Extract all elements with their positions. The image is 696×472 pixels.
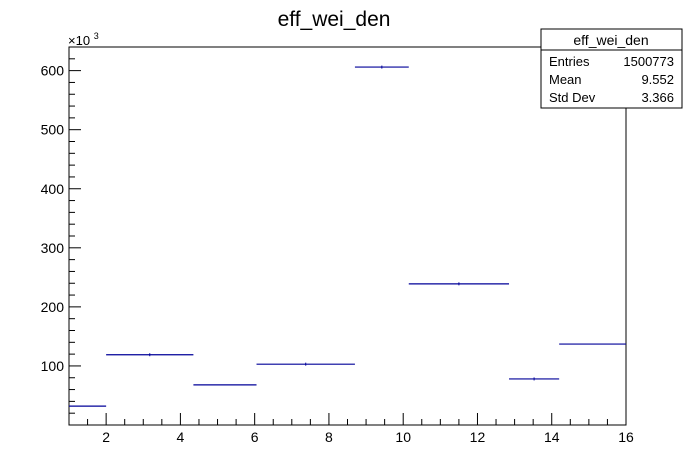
y-tick-label-500: 500	[41, 122, 65, 138]
stats-entries-value: 1500773	[623, 54, 674, 69]
stats-mean-value: 9.552	[641, 72, 674, 87]
y-tick-label-400: 400	[41, 181, 65, 197]
stats-stddev-value: 3.366	[641, 90, 674, 105]
x-tick-label-6: 6	[251, 429, 259, 445]
y-multiplier-base: ×10	[68, 33, 90, 48]
y-tick-label-300: 300	[41, 240, 65, 256]
axes: 2 4 6 8 10 12 14 16 100 200 300 400 500 600	[41, 46, 634, 445]
x-tick-label-12: 12	[470, 429, 486, 445]
chart-title: eff_wei_den	[278, 8, 391, 31]
x-tick-label-10: 10	[395, 429, 411, 445]
stats-box-title: eff_wei_den	[573, 32, 648, 48]
y-tick-label-600: 600	[41, 63, 65, 79]
y-multiplier-exponent: 3	[94, 31, 99, 41]
y-axis-multiplier: ×10 3	[68, 31, 99, 48]
y-tick-label-200: 200	[41, 299, 65, 315]
x-tick-label-14: 14	[544, 429, 560, 445]
x-tick-label-2: 2	[102, 429, 110, 445]
stats-mean-label: Mean	[549, 72, 582, 87]
stats-box: eff_wei_den Entries 1500773 Mean 9.552 S…	[540, 28, 683, 109]
x-tick-label-4: 4	[177, 429, 185, 445]
y-tick-label-100: 100	[41, 358, 65, 374]
x-tick-label-16: 16	[618, 429, 634, 445]
stats-stddev-label: Std Dev	[549, 90, 596, 105]
x-tick-label-8: 8	[325, 429, 333, 445]
histogram-bins	[69, 65, 626, 407]
stats-entries-label: Entries	[549, 54, 590, 69]
